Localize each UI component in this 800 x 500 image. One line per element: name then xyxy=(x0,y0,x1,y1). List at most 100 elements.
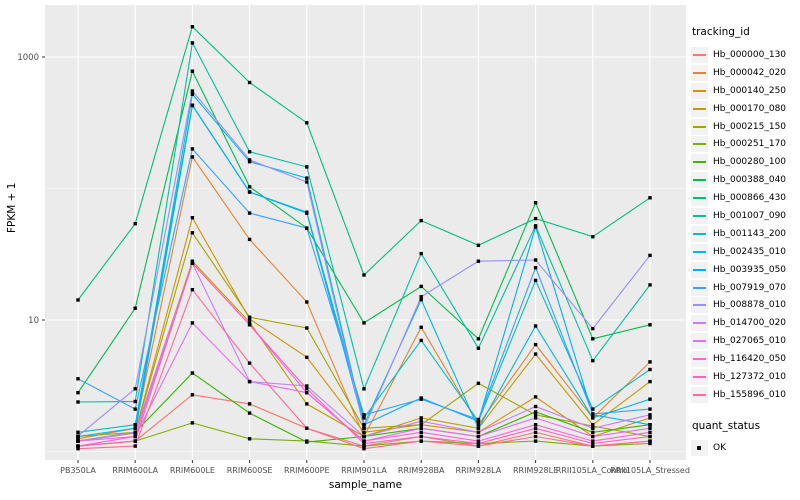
data-point xyxy=(247,317,252,321)
data-point xyxy=(76,298,80,302)
data-point xyxy=(533,439,538,443)
data-point xyxy=(133,430,137,434)
data-point xyxy=(76,391,80,395)
data-point xyxy=(648,430,652,434)
data-point xyxy=(591,434,595,439)
data-point xyxy=(190,103,195,108)
legend-key-swatch xyxy=(691,100,708,117)
legend-item-label: Hb_000215_150 xyxy=(713,121,787,132)
data-point xyxy=(648,196,652,200)
data-point xyxy=(476,337,481,341)
data-point xyxy=(476,426,481,430)
data-point xyxy=(533,258,538,262)
legend-item-Hb_000042_020: Hb_000042_020 xyxy=(691,64,799,82)
legend-item-label: Hb_000000_130 xyxy=(713,49,787,60)
data-point xyxy=(190,25,195,29)
data-point xyxy=(533,395,538,399)
data-point xyxy=(247,315,252,319)
legend-item-Hb_000170_080: Hb_000170_080 xyxy=(691,100,799,118)
legend-line-icon xyxy=(693,214,706,217)
x-axis-title: sample_name xyxy=(328,479,403,491)
legend-item-label: Hb_001143_200 xyxy=(713,228,787,239)
data-point xyxy=(419,426,423,430)
legend-key-swatch xyxy=(691,207,708,224)
legend-key-swatch xyxy=(691,315,708,332)
data-point xyxy=(419,419,423,423)
data-point xyxy=(247,411,252,415)
y-tick-label: 10 xyxy=(28,316,39,326)
data-point xyxy=(419,416,423,420)
legend-line-icon xyxy=(693,179,706,182)
x-tick-label: RRII105LA_Control xyxy=(556,466,630,475)
data-point xyxy=(648,360,652,364)
data-point xyxy=(305,440,309,444)
legend-item-Hb_000251_170: Hb_000251_170 xyxy=(691,135,799,153)
data-point xyxy=(648,253,652,258)
data-point xyxy=(76,377,80,381)
data-point xyxy=(419,397,423,401)
data-point xyxy=(362,423,366,427)
data-point xyxy=(76,444,80,448)
data-point xyxy=(247,323,252,327)
legend-item-label: Hb_000280_100 xyxy=(713,157,787,168)
y-tick-label: 1000 xyxy=(17,53,39,63)
data-point xyxy=(533,278,538,283)
legend-key-swatch xyxy=(691,172,708,189)
data-point xyxy=(648,426,652,430)
x-tick-label: PB350LA xyxy=(60,466,96,475)
data-point xyxy=(247,158,252,162)
data-point xyxy=(76,437,80,441)
legend-item-label: Hb_000042_020 xyxy=(713,67,787,78)
data-point xyxy=(305,176,309,180)
data-point xyxy=(305,226,309,230)
data-point xyxy=(247,80,252,85)
data-point xyxy=(476,419,481,423)
data-point xyxy=(648,283,652,287)
data-point xyxy=(591,439,595,443)
data-point xyxy=(476,259,481,263)
legend-item-label: Hb_007919_070 xyxy=(713,282,787,293)
data-point xyxy=(591,444,595,448)
data-point xyxy=(476,417,481,422)
data-point xyxy=(305,326,309,330)
legend-item-label: Hb_155896_010 xyxy=(713,389,787,400)
data-point xyxy=(247,402,252,406)
data-point xyxy=(533,342,538,347)
legend-key-swatch xyxy=(691,154,708,171)
data-point xyxy=(419,434,423,439)
data-point xyxy=(476,444,481,448)
legend-item-label: Hb_000388_040 xyxy=(713,175,787,186)
data-point xyxy=(190,69,195,73)
data-point xyxy=(247,361,252,365)
data-point xyxy=(476,434,481,439)
legend-item-Hb_027065_010: Hb_027065_010 xyxy=(691,332,799,350)
data-point xyxy=(591,412,595,416)
data-point xyxy=(419,251,423,256)
legend-item-Hb_155896_010: Hb_155896_010 xyxy=(691,386,799,404)
x-tick-label: RRIM600LA xyxy=(112,466,158,475)
data-point xyxy=(419,439,423,443)
legend-item-Hb_000280_100: Hb_000280_100 xyxy=(691,153,799,171)
y-axis-title: FPKM + 1 xyxy=(6,182,18,233)
data-point xyxy=(133,423,137,427)
data-point xyxy=(591,426,595,430)
data-point xyxy=(190,216,195,220)
point-square-icon xyxy=(697,445,701,450)
legend-line-icon xyxy=(693,53,706,56)
data-point xyxy=(305,165,309,169)
data-point xyxy=(419,297,423,302)
data-point xyxy=(305,180,309,184)
data-point xyxy=(362,387,366,391)
data-point xyxy=(190,421,195,425)
data-point xyxy=(76,430,80,434)
data-point xyxy=(648,441,652,446)
legend-item-Hb_000140_250: Hb_000140_250 xyxy=(691,82,799,100)
data-point xyxy=(591,441,595,446)
legend-item-Hb_003935_050: Hb_003935_050 xyxy=(691,261,799,279)
legend-item-label: Hb_127372_010 xyxy=(713,371,787,382)
data-point xyxy=(305,402,309,406)
data-point xyxy=(648,397,652,401)
data-point xyxy=(190,89,195,93)
x-tick-label: RRII105LA_Stressed xyxy=(610,466,690,475)
data-point xyxy=(133,399,137,404)
